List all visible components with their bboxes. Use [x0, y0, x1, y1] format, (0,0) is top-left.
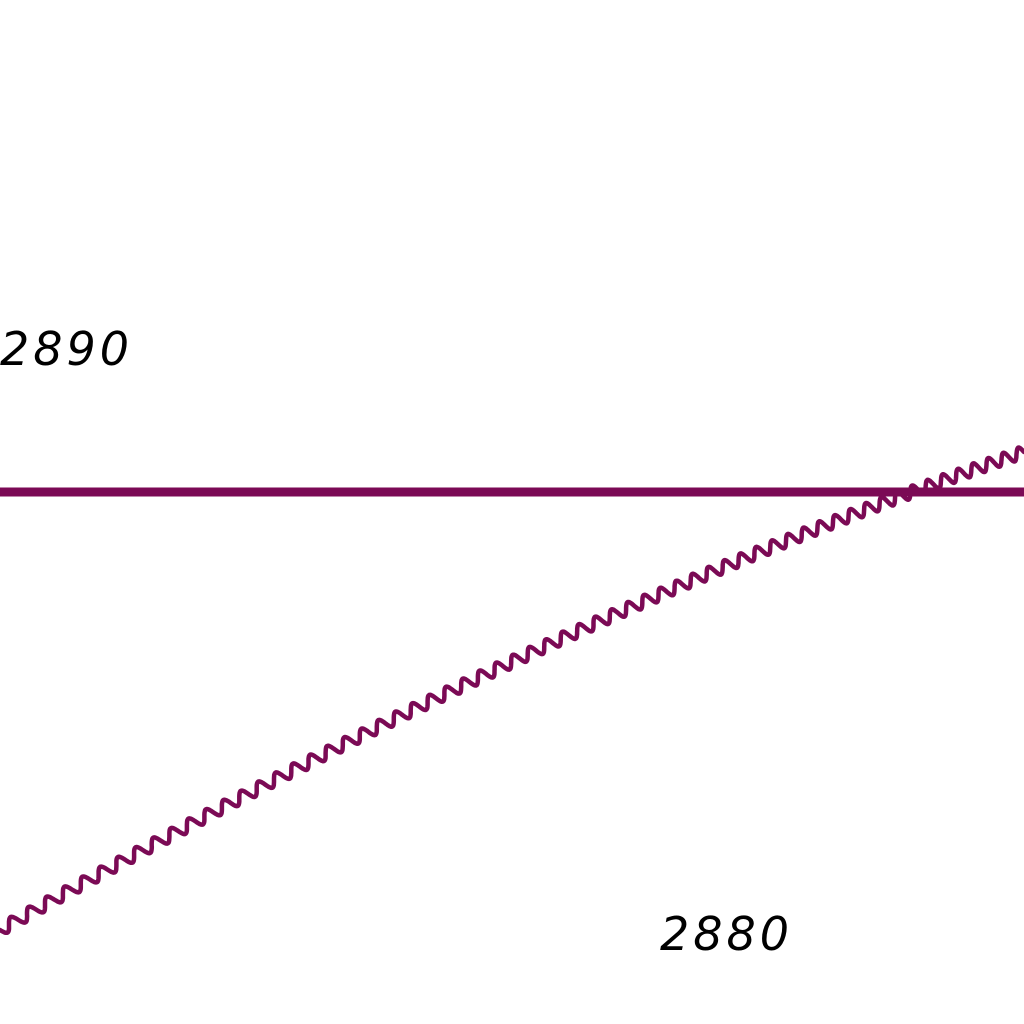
contour-label-upper: 2890 — [0, 322, 134, 376]
contour-label-lower: 2880 — [660, 907, 794, 961]
wavy-boundary-line — [0, 445, 1024, 936]
